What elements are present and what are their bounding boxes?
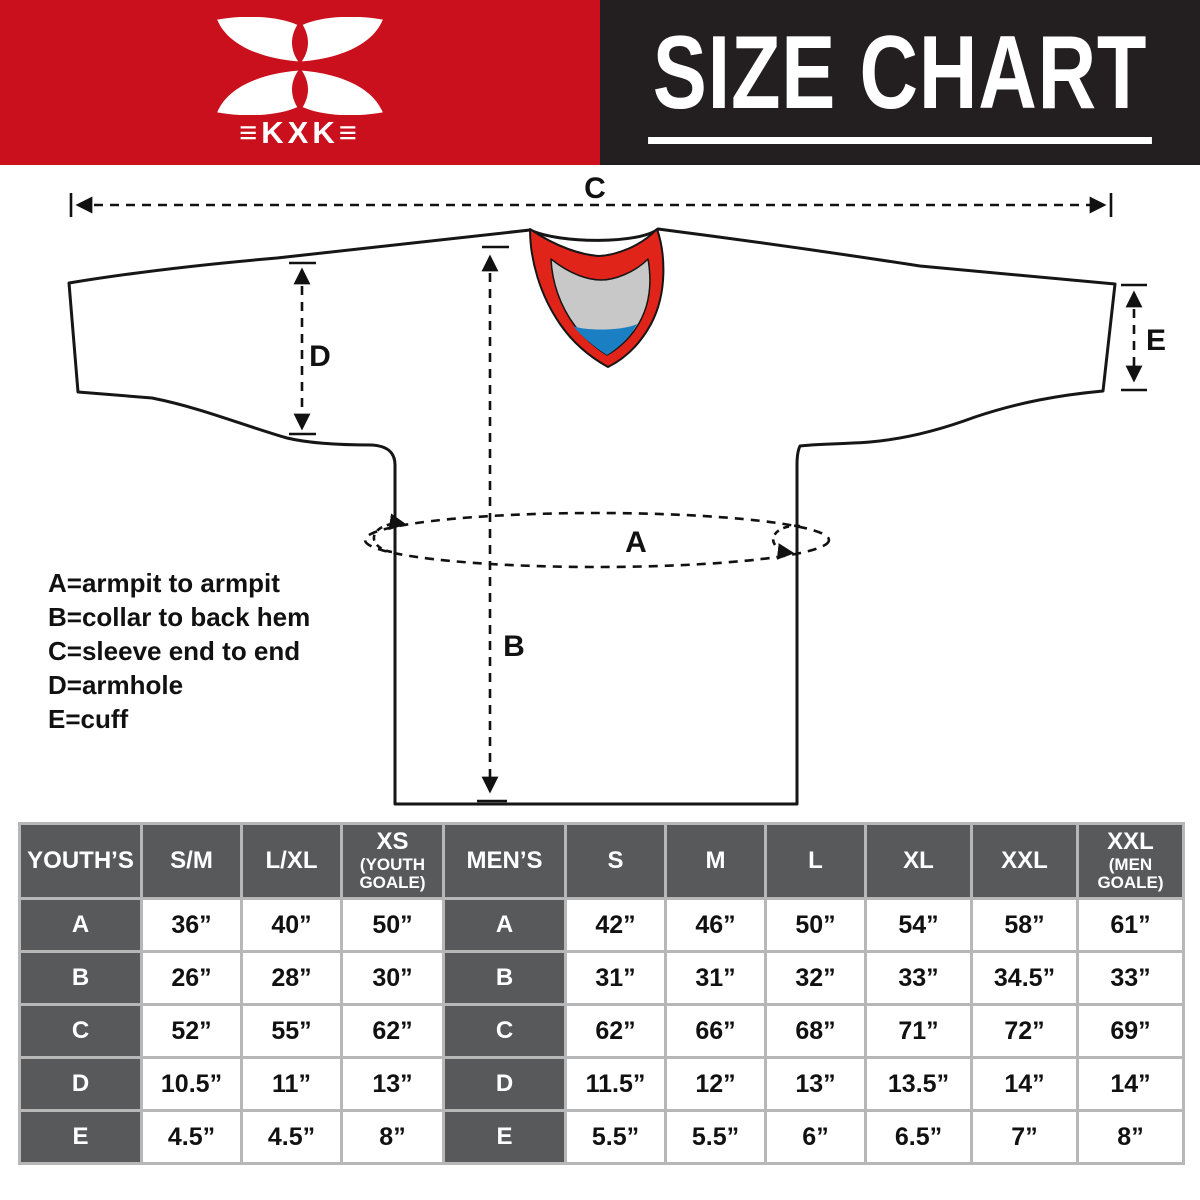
row-label: D — [18, 1056, 143, 1112]
legend-line-a: A=armpit to armpit — [48, 568, 280, 598]
cell: 33” — [864, 950, 973, 1006]
table-row-d: D 10.5” 11” 13” D 11.5” 12” 13” 13.5” 14… — [18, 1056, 1185, 1112]
cell: 13.5” — [864, 1056, 973, 1112]
cell: 13” — [340, 1056, 445, 1112]
jersey-outline — [67, 227, 1117, 806]
cell: 61” — [1076, 897, 1185, 953]
cell: 72” — [970, 1003, 1079, 1059]
measurement-legend: A=armpit to armpit B=collar to back hem … — [48, 566, 310, 736]
measurement-ellipse-a — [363, 511, 831, 569]
row-label: B — [18, 950, 143, 1006]
legend-line-c: C=sleeve end to end — [48, 636, 301, 666]
cell: 32” — [764, 950, 867, 1006]
cell: 54” — [864, 897, 973, 953]
legend-line-b: B=collar to back hem — [48, 602, 311, 632]
cell: 46” — [664, 897, 767, 953]
legend-line-d: D=armhole — [48, 670, 184, 700]
table-row-a: A 36” 40” 50” A 42” 46” 50” 54” 58” 61” — [18, 897, 1185, 953]
col-xxl-men-goalie: XXL (MEN GOALE) — [1076, 822, 1185, 900]
cell: 66” — [664, 1003, 767, 1059]
col-xxl: XXL — [970, 822, 1079, 900]
measurement-arrow-c — [69, 193, 1113, 217]
table-row-e: E 4.5” 4.5” 8” E 5.5” 5.5” 6” 6.5” 7” 8” — [18, 1109, 1185, 1165]
row-label: D — [442, 1056, 567, 1112]
cell: 11” — [240, 1056, 343, 1112]
label-e: E — [1145, 324, 1166, 357]
cell: 14” — [1076, 1056, 1185, 1112]
measurement-arrow-e — [1121, 283, 1147, 392]
cell: 26” — [140, 950, 243, 1006]
label-d: D — [309, 340, 331, 373]
label-c: C — [584, 172, 606, 205]
cell: 34.5” — [970, 950, 1079, 1006]
cell: 42” — [564, 897, 667, 953]
measurement-arrow-b — [477, 245, 509, 803]
col-mens: MEN’S — [442, 822, 567, 900]
cell: 5.5” — [664, 1109, 767, 1165]
label-b: B — [503, 630, 525, 663]
col-lxl: L/XL — [240, 822, 343, 900]
row-label: A — [18, 897, 143, 953]
cell: 31” — [564, 950, 667, 1006]
cell: 28” — [240, 950, 343, 1006]
cell: 52” — [140, 1003, 243, 1059]
cell: 8” — [340, 1109, 445, 1165]
table-row-c: C 52” 55” 62” C 62” 66” 68” 71” 72” 69” — [18, 1003, 1185, 1059]
cell: 6.5” — [864, 1109, 973, 1165]
cell: 8” — [1076, 1109, 1185, 1165]
col-sm: S/M — [140, 822, 243, 900]
cell: 62” — [564, 1003, 667, 1059]
kxk-logo-icon — [217, 17, 383, 115]
cell: 36” — [140, 897, 243, 953]
cell: 6” — [764, 1109, 867, 1165]
row-label: B — [442, 950, 567, 1006]
col-l: L — [764, 822, 867, 900]
row-label: E — [18, 1109, 143, 1165]
brand-wordmark: ≡KXK≡ — [239, 115, 361, 150]
measurement-arrow-d — [289, 261, 316, 436]
cell: 30” — [340, 950, 445, 1006]
cell: 62” — [340, 1003, 445, 1059]
label-a: A — [625, 526, 647, 559]
cell: 7” — [970, 1109, 1079, 1165]
col-xs-youth-goalie: XS (YOUTH GOALE) — [340, 822, 445, 900]
title-panel: SIZE CHART — [600, 0, 1200, 165]
collar-tip-blue — [573, 324, 637, 355]
cell: 13” — [764, 1056, 867, 1112]
table-header-row: YOUTH’S S/M L/XL XS (YOUTH GOALE) MEN’S S… — [18, 822, 1185, 900]
row-label: C — [18, 1003, 143, 1059]
cell: 40” — [240, 897, 343, 953]
row-label: E — [442, 1109, 567, 1165]
legend-line-e: E=cuff — [48, 704, 129, 734]
row-label: C — [442, 1003, 567, 1059]
cell: 4.5” — [140, 1109, 243, 1165]
cell: 71” — [864, 1003, 973, 1059]
cell: 33” — [1076, 950, 1185, 1006]
col-xl: XL — [864, 822, 973, 900]
cell: 50” — [340, 897, 445, 953]
cell: 58” — [970, 897, 1079, 953]
size-table: YOUTH’S S/M L/XL XS (YOUTH GOALE) MEN’S S… — [18, 822, 1185, 1165]
cell: 68” — [764, 1003, 867, 1059]
cell: 31” — [664, 950, 767, 1006]
cell: 5.5” — [564, 1109, 667, 1165]
col-s: S — [564, 822, 667, 900]
page-header: ≡KXK≡ SIZE CHART — [0, 0, 1200, 165]
cell: 14” — [970, 1056, 1079, 1112]
brand-panel: ≡KXK≡ — [0, 0, 600, 165]
cell: 11.5” — [564, 1056, 667, 1112]
row-label: A — [442, 897, 567, 953]
cell: 55” — [240, 1003, 343, 1059]
cell: 10.5” — [140, 1056, 243, 1112]
cell: 12” — [664, 1056, 767, 1112]
page-title: SIZE CHART — [648, 21, 1152, 144]
cell: 50” — [764, 897, 867, 953]
cell: 69” — [1076, 1003, 1185, 1059]
col-youths: YOUTH’S — [18, 822, 143, 900]
col-m: M — [664, 822, 767, 900]
table-row-b: B 26” 28” 30” B 31” 31” 32” 33” 34.5” 33… — [18, 950, 1185, 1006]
cell: 4.5” — [240, 1109, 343, 1165]
